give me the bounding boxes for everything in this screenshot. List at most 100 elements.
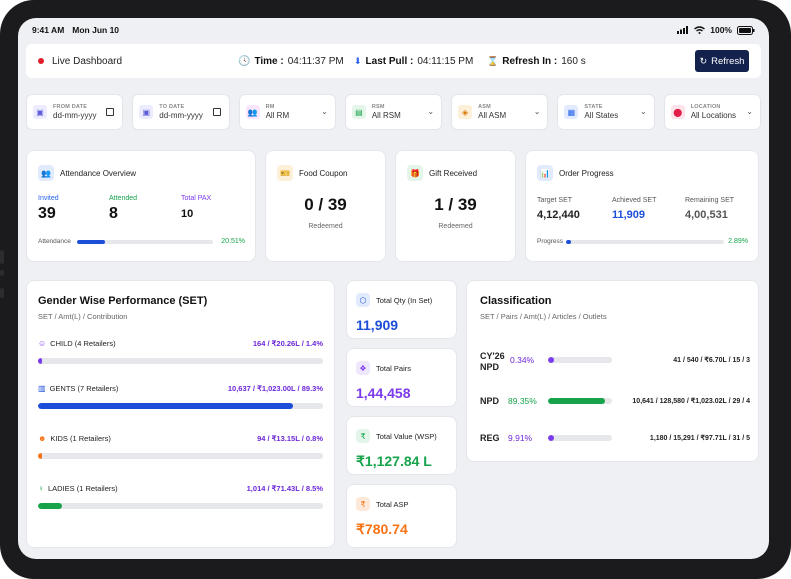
kpi-title: Total Value (WSP) xyxy=(376,431,437,441)
filter-bar: ▣ FROM DATE dd-mm-yyyy ▣ TO DATE dd-mm-yyyy 👥 R… xyxy=(26,94,761,130)
battery-icon xyxy=(737,25,755,35)
order-progress-fill xyxy=(566,240,571,244)
download-icon: ⬇ xyxy=(354,55,362,66)
attendance-card-header: 👥 Attendance Overview xyxy=(38,165,136,181)
calendar-icon: ▣ xyxy=(139,105,154,119)
live-dashboard-label: Live Dashboard xyxy=(52,55,123,67)
filter-value: dd-mm-yyyy xyxy=(159,111,203,120)
filter-to-date[interactable]: ▣ TO DATE dd-mm-yyyy xyxy=(132,94,230,130)
pairs-icon: ❖ xyxy=(356,361,370,375)
kpi-value: 11,909 xyxy=(356,317,399,333)
live-indicator-dot xyxy=(38,58,44,64)
kpi-title: Total Pairs xyxy=(376,363,412,373)
classification-detail: 41 / 540 / ₹6.70L / 15 / 3 xyxy=(673,357,750,364)
refresh-button[interactable]: ↻ Refresh xyxy=(695,50,749,72)
filter-from-date[interactable]: ▣ FROM DATE dd-mm-yyyy xyxy=(26,94,124,130)
order-progress-header: 📊 Order Progress xyxy=(537,165,614,181)
rupee-icon: ₹ xyxy=(356,429,370,443)
filter-rsm[interactable]: ▤ RSM All RSM ⌄ xyxy=(344,94,443,130)
filter-value: All RM xyxy=(265,111,290,120)
chevron-down-icon: ⌄ xyxy=(427,107,435,116)
child-icon: ☺ xyxy=(38,339,47,348)
clock-icon: 🕓 xyxy=(238,55,251,67)
chevron-down-icon: ⌄ xyxy=(321,107,328,116)
kpi-header: ⬡ Total Qty (In Set) xyxy=(356,293,432,307)
wifi-icon xyxy=(694,26,706,34)
filter-label: LOCATION xyxy=(690,104,721,110)
gender-row-value: 10,637 / ₹1,023.00L / 89.3% xyxy=(227,384,323,393)
classification-percent: 9.91% xyxy=(508,433,533,443)
calendar-picker-icon[interactable] xyxy=(212,108,221,116)
gender-subtitle: SET / Amt(L) / Contribution xyxy=(38,312,128,321)
attended-label: Attended xyxy=(109,195,138,202)
gender-bar-track xyxy=(38,503,323,509)
attendance-title: Attendance Overview xyxy=(60,168,137,178)
food-coupon-header: 🎫 Food Coupon xyxy=(277,165,347,181)
filter-value: All Locations xyxy=(690,111,737,120)
attendance-progress-fill xyxy=(77,240,105,244)
gender-bar-fill xyxy=(38,403,293,409)
gender-title: Gender Wise Performance (SET) xyxy=(38,295,208,307)
filter-state[interactable]: ▦ STATE All States ⌄ xyxy=(557,94,655,130)
last-pull-value: 04:11:15 PM xyxy=(417,55,474,67)
kpi-card: ₹ Total Value (WSP) ₹1,127.84 L xyxy=(346,416,457,475)
gender-row-value: 94 / ₹13.15L / 0.8% xyxy=(257,434,323,443)
remaining-set-label: Remaining SET xyxy=(685,197,735,204)
filter-rm[interactable]: 👥 RM All RM ⌄ xyxy=(238,94,336,130)
filter-label: RSM xyxy=(371,104,385,110)
last-pull-stat: ⬇ Last Pull : 04:11:15 PM xyxy=(354,56,473,67)
kpi-value: ₹780.74 xyxy=(356,521,408,537)
location-pin-icon: ⬤ xyxy=(670,105,685,119)
filter-value: All ASM xyxy=(478,111,507,120)
classification-label: CY'26 xyxy=(480,351,505,361)
gender-row-label: CHILD (4 Retailers) xyxy=(50,339,116,348)
rupee-icon: ₹ xyxy=(356,497,370,511)
filter-label: FROM DATE xyxy=(53,104,88,110)
time-label: Time : xyxy=(254,55,284,67)
invited-value: 39 xyxy=(38,205,56,222)
cube-icon: ⬡ xyxy=(356,293,370,307)
gender-performance-card: Gender Wise Performance (SET) SET / Amt(… xyxy=(26,280,335,548)
signal-icon xyxy=(677,26,689,34)
gender-row-label: GENTS (7 Retailers) xyxy=(49,384,119,393)
kpi-title: Total ASP xyxy=(376,499,409,509)
classification-title: Classification xyxy=(480,295,552,307)
classification-bar-fill xyxy=(548,435,555,441)
time-value: 04:11:37 PM xyxy=(287,55,344,67)
filter-location[interactable]: ⬤ LOCATION All Locations ⌄ xyxy=(663,94,761,130)
users-icon: 👥 xyxy=(245,105,260,119)
filter-value: All States xyxy=(584,111,619,120)
side-button xyxy=(0,270,4,276)
gents-icon: ▥ xyxy=(38,384,46,393)
order-progress-percent: 2.89% xyxy=(728,238,748,245)
status-time: 9:41 AM xyxy=(32,25,65,35)
filter-label: RM xyxy=(265,104,275,110)
kpi-value: ₹1,127.84 L xyxy=(356,453,432,469)
attendance-percent: 20.51% xyxy=(221,238,245,245)
attended-value: 8 xyxy=(109,205,118,222)
kpi-header: ₹ Total ASP xyxy=(356,497,409,511)
gender-bar-fill xyxy=(38,453,43,459)
classification-percent: 89.35% xyxy=(508,396,537,406)
food-coupon-sub: Redeemed xyxy=(308,223,343,230)
gender-row: ☺ CHILD (4 Retailers) 164 / ₹20.26L / 1.4% xyxy=(38,339,323,364)
calendar-picker-icon[interactable] xyxy=(106,108,115,116)
ticket-icon: 🎫 xyxy=(277,165,293,181)
id-card-icon: ▤ xyxy=(351,105,366,119)
attendance-overview-card: 👥 Attendance Overview Invited 39 Attende… xyxy=(26,150,256,262)
classification-card: Classification SET / Pairs / Amt(L) / Ar… xyxy=(466,280,759,462)
chevron-down-icon: ⌄ xyxy=(746,107,753,116)
gender-row-label: KIDS (1 Retailers) xyxy=(50,434,111,443)
food-coupon-value: 0 / 39 xyxy=(304,195,347,214)
classification-bar-track xyxy=(548,435,612,441)
time-stat: 🕓 Time : 04:11:37 PM xyxy=(238,56,344,67)
refresh-in-label: Refresh In : xyxy=(502,55,558,67)
refresh-in-stat: ⌛ Refresh In : 160 s xyxy=(487,56,586,67)
classification-percent: 0.34% xyxy=(510,355,535,365)
gift-received-card: 🎁 Gift Received 1 / 39 Redeemed xyxy=(395,150,516,262)
filter-asm[interactable]: ◈ ASM All ASM ⌄ xyxy=(451,94,549,130)
gender-bar-track xyxy=(38,403,323,409)
building-icon: ▦ xyxy=(564,105,579,119)
remaining-set-value: 4,00,531 xyxy=(685,209,728,221)
